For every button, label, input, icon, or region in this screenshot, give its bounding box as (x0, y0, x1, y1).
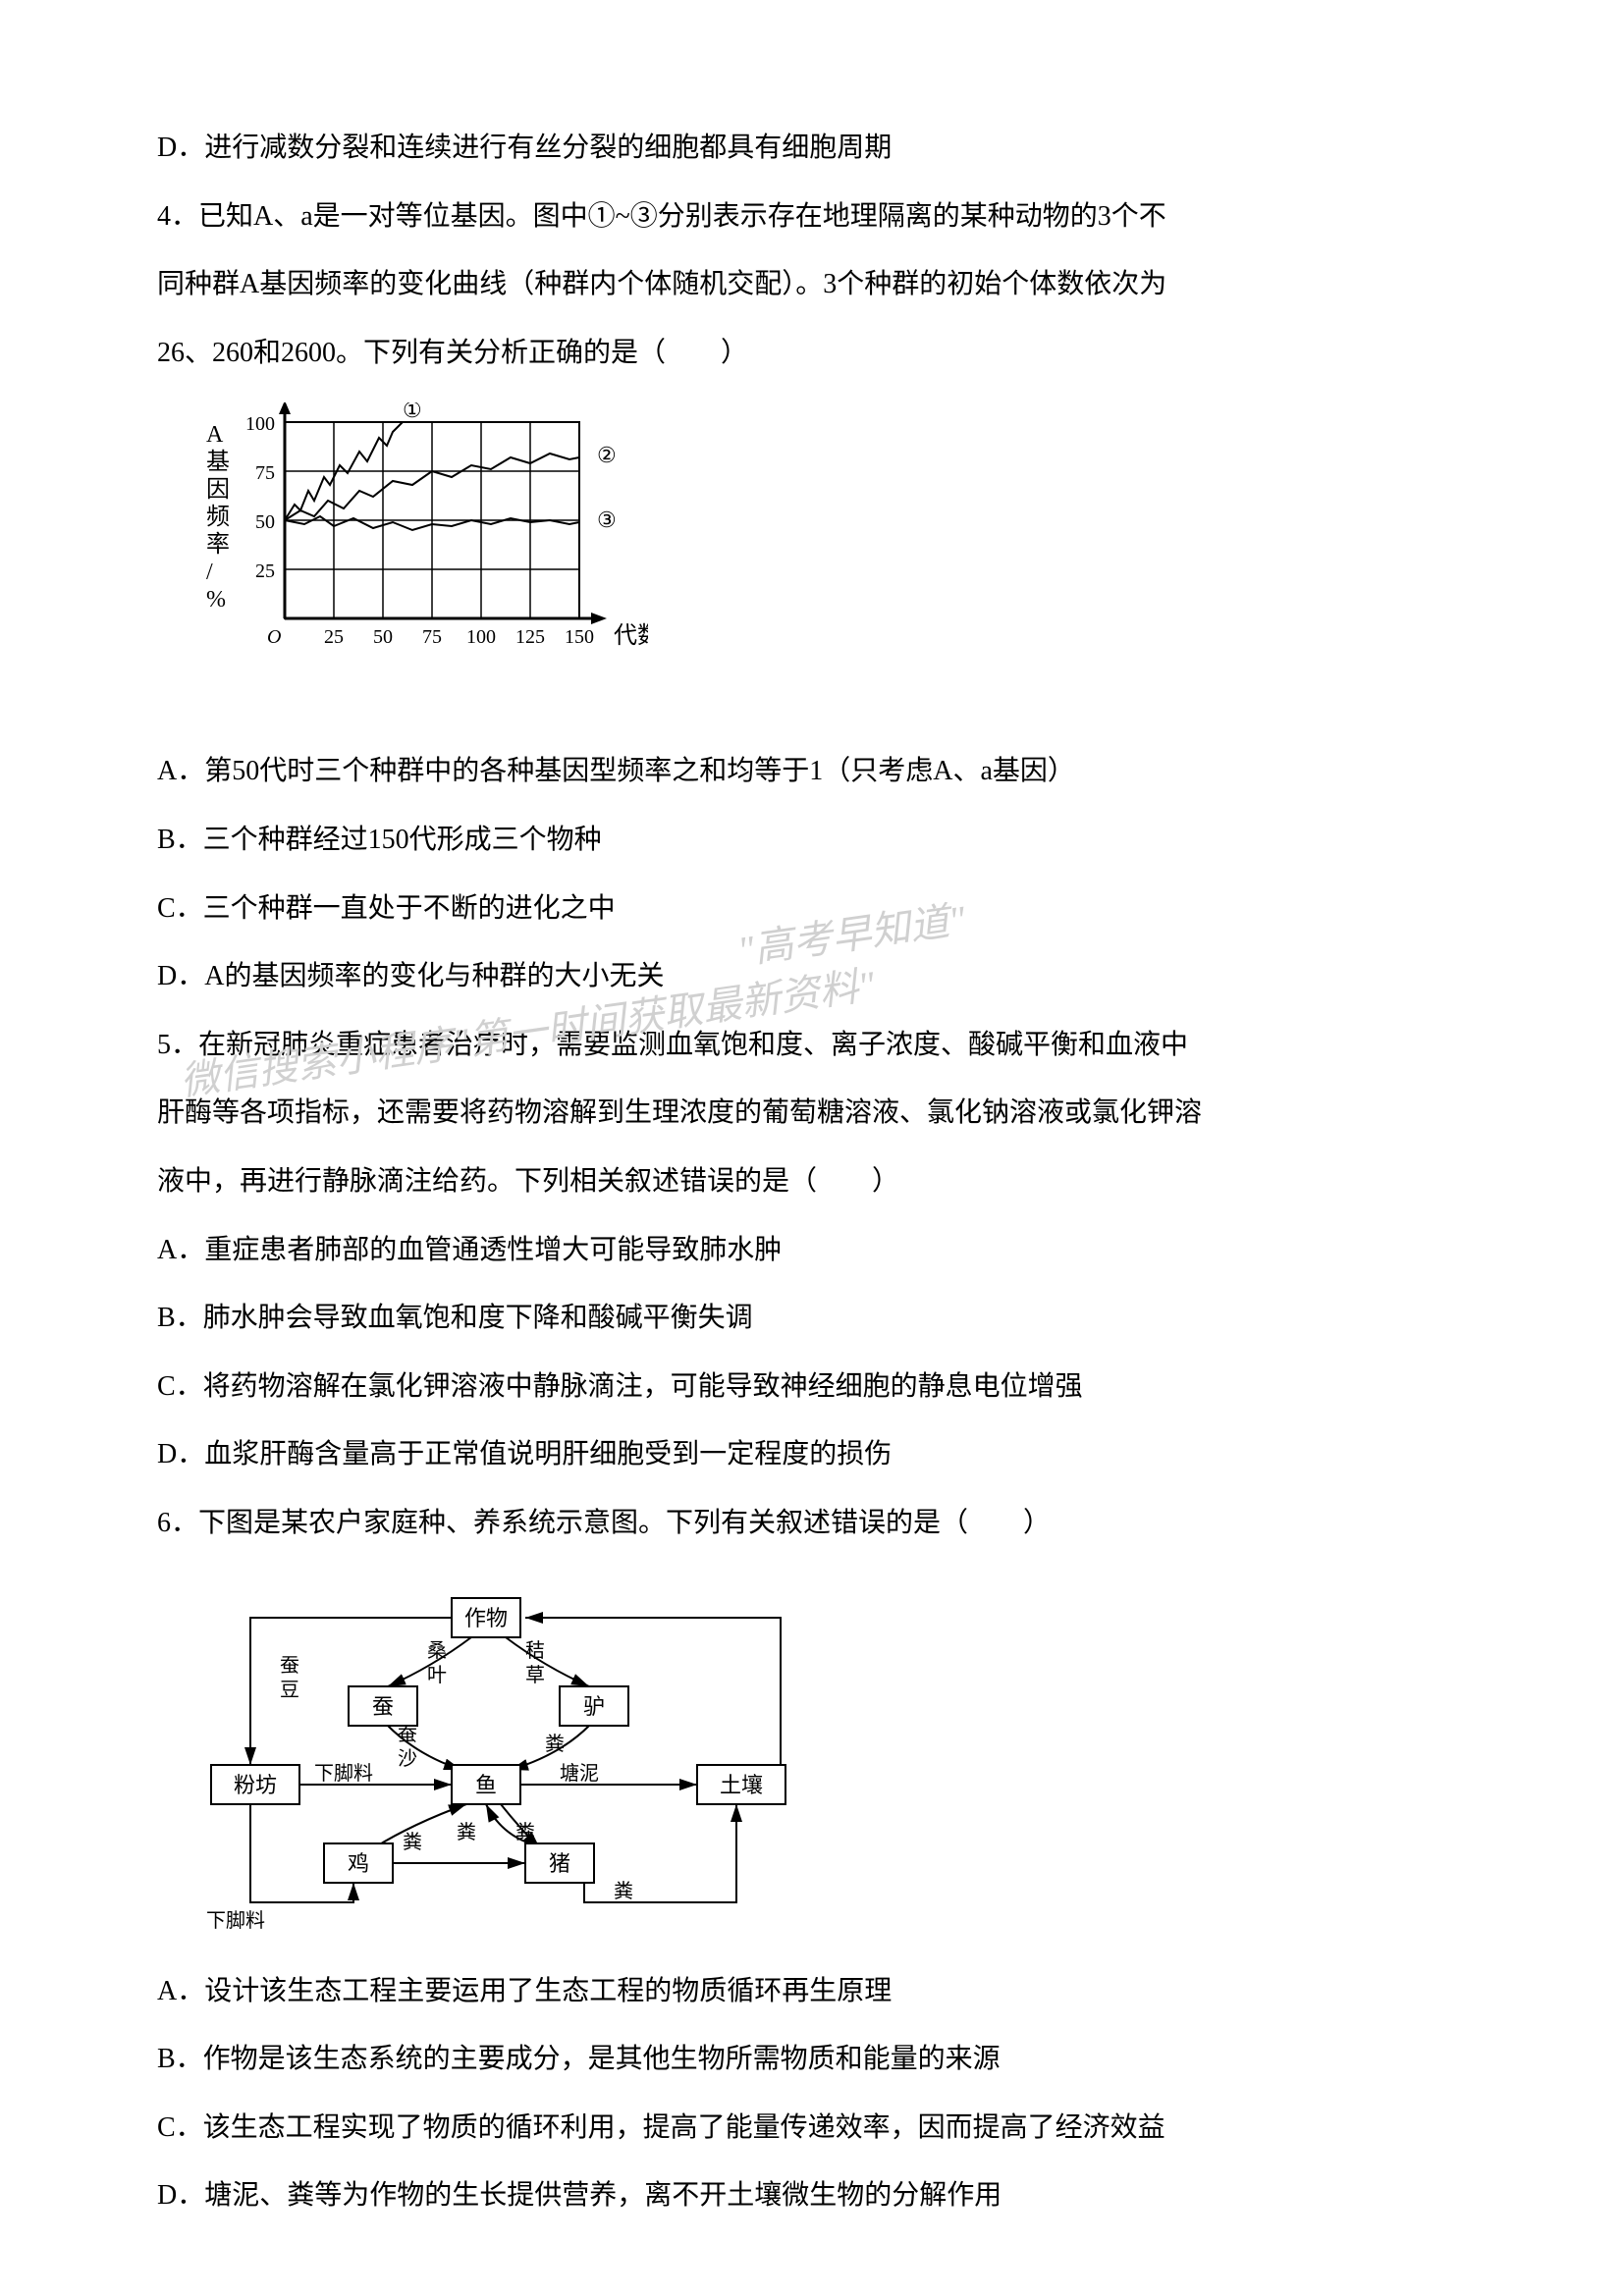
svg-text:频: 频 (206, 504, 230, 530)
q6-option-d: D．塘泥、粪等为作物的生长提供营养，离不开土壤微生物的分解作用 (157, 2165, 1467, 2226)
svg-text:叶: 叶 (427, 1664, 447, 1686)
q6-diagram-container: 蚕豆下脚料粪桑叶秸草蚕沙粪下脚料塘泥粪粪粪作物蚕驴粉坊鱼土壤鸡猪 (177, 1574, 1467, 1942)
svg-text:粪: 粪 (545, 1733, 565, 1755)
svg-text:75: 75 (422, 626, 442, 648)
svg-text:豆: 豆 (280, 1680, 299, 1701)
q6-ecosystem-diagram: 蚕豆下脚料粪桑叶秸草蚕沙粪下脚料塘泥粪粪粪作物蚕驴粉坊鱼土壤鸡猪 (177, 1574, 844, 1937)
svg-text:①: ① (403, 402, 422, 422)
svg-text:塘泥: 塘泥 (560, 1762, 599, 1785)
q4-option-b: B．三个种群经过150代形成三个物种 (157, 810, 1467, 871)
svg-text:基: 基 (206, 449, 230, 475)
svg-text:下脚料: 下脚料 (206, 1909, 265, 1932)
svg-text:驴: 驴 (583, 1694, 605, 1719)
svg-text:因: 因 (206, 477, 230, 503)
svg-text:75: 75 (255, 462, 275, 484)
q5-option-b: B．肺水肿会导致血氧饱和度下降和酸碱平衡失调 (157, 1288, 1467, 1349)
svg-text:桑: 桑 (427, 1639, 447, 1662)
svg-text:50: 50 (255, 511, 275, 533)
q6-option-a: A．设计该生态工程主要运用了生态工程的物质循环再生原理 (157, 1961, 1467, 2022)
svg-text:粪: 粪 (403, 1831, 422, 1853)
svg-text:③: ③ (597, 507, 617, 532)
q5-option-d: D．血浆肝酶含量高于正常值说明肝细胞受到一定程度的损伤 (157, 1424, 1467, 1485)
q3-option-d: D．进行减数分裂和连续进行有丝分裂的细胞都具有细胞周期 (157, 118, 1467, 179)
q4-gene-frequency-chart: 25 50 75 100 25 50 75 100 125 150 O A基因频率/% 代数 ① ② ③ (177, 402, 648, 717)
q5-line3: 液中，再进行静脉滴注给药。下列相关叙述错误的是（ ） (157, 1151, 1467, 1212)
q4-option-a: A．第50代时三个种群中的各种基因型频率之和均等于1（只考虑A、a基因） (157, 741, 1467, 802)
svg-text:鱼: 鱼 (475, 1773, 497, 1797)
svg-text:蚕: 蚕 (280, 1655, 299, 1677)
svg-text:土壤: 土壤 (720, 1773, 763, 1797)
q4-chart-container: 25 50 75 100 25 50 75 100 125 150 O A基因频率/% 代数 ① ② ③ (177, 402, 1467, 721)
q6-option-c: C．该生态工程实现了物质的循环利用，提高了能量传递效率，因而提高了经济效益 (157, 2098, 1467, 2159)
q5-option-a: A．重症患者肺部的血管通透性增大可能导致肺水肿 (157, 1220, 1467, 1281)
svg-text:作物: 作物 (464, 1606, 508, 1630)
svg-text:蚕: 蚕 (398, 1724, 417, 1745)
svg-text:沙: 沙 (398, 1748, 417, 1770)
svg-text:②: ② (597, 443, 617, 467)
q6-line1: 6．下图是某农户家庭种、养系统示意图。下列有关叙述错误的是（ ） (157, 1493, 1467, 1554)
svg-text:/: / (206, 560, 213, 585)
svg-text:25: 25 (324, 626, 344, 648)
q4-option-c: C．三个种群一直处于不断的进化之中 (157, 879, 1467, 939)
q5-line2: 肝酶等各项指标，还需要将药物溶解到生理浓度的葡萄糖溶液、氯化钠溶液或氯化钾溶 (157, 1083, 1467, 1144)
svg-text:100: 100 (466, 626, 496, 648)
svg-text:100: 100 (245, 413, 275, 435)
svg-text:草: 草 (525, 1664, 545, 1686)
q4-line3: 26、260和2600。下列有关分析正确的是（ ） (157, 323, 1467, 384)
svg-text:粪: 粪 (614, 1880, 633, 1902)
svg-text:鸡: 鸡 (348, 1851, 369, 1876)
svg-text:25: 25 (255, 561, 275, 582)
svg-text:50: 50 (373, 626, 393, 648)
svg-text:%: % (206, 587, 226, 613)
svg-text:代数: 代数 (614, 622, 648, 649)
q6-option-b: B．作物是该生态系统的主要成分，是其他生物所需物质和能量的来源 (157, 2029, 1467, 2090)
svg-text:粪: 粪 (515, 1821, 535, 1843)
q5-option-c: C．将药物溶解在氯化钾溶液中静脉滴注，可能导致神经细胞的静息电位增强 (157, 1357, 1467, 1417)
svg-text:125: 125 (515, 626, 545, 648)
svg-text:A: A (206, 422, 224, 448)
svg-text:粉坊: 粉坊 (234, 1773, 277, 1797)
svg-text:秸: 秸 (525, 1639, 545, 1662)
svg-text:150: 150 (565, 626, 594, 648)
q4-line1: 4．已知A、a是一对等位基因。图中①~③分别表示存在地理隔离的某种动物的3个不 (157, 187, 1467, 247)
svg-text:O: O (267, 626, 281, 648)
svg-text:下脚料: 下脚料 (314, 1762, 373, 1785)
q4-line2: 同种群A基因频率的变化曲线（种群内个体随机交配）。3个种群的初始个体数依次为 (157, 254, 1467, 315)
q4-option-d: D．A的基因频率的变化与种群的大小无关 (157, 946, 1467, 1007)
svg-text:猪: 猪 (549, 1851, 570, 1876)
q5-line1: 5．在新冠肺炎重症患者治疗时，需要监测血氧饱和度、离子浓度、酸碱平衡和血液中 (157, 1015, 1467, 1076)
svg-text:粪: 粪 (457, 1821, 476, 1843)
svg-text:率: 率 (206, 531, 230, 558)
svg-text:蚕: 蚕 (372, 1694, 394, 1719)
